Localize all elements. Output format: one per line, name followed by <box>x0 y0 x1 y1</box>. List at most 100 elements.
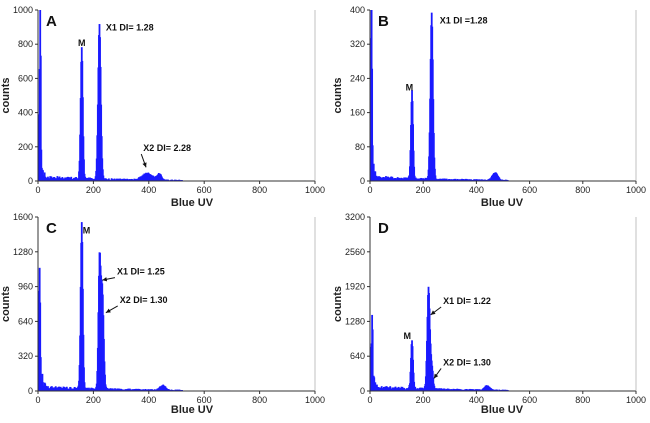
histogram-bar <box>414 177 417 181</box>
x-axis-label: Blue UV <box>481 197 524 209</box>
histogram-bar <box>436 388 438 391</box>
histogram-bar <box>181 389 183 391</box>
annotation-arrowhead <box>430 310 436 315</box>
y-tick-label: 0 <box>28 176 33 186</box>
x-axis-label: Blue UV <box>171 197 214 209</box>
annotation-label: X1 DI= 1.25 <box>117 267 165 277</box>
y-tick-label: 240 <box>350 73 365 83</box>
panel-letter: D <box>378 220 389 237</box>
x-tick-label: 200 <box>86 185 101 195</box>
x-tick-label: 400 <box>141 395 156 405</box>
x-tick-label: 800 <box>252 395 267 405</box>
panel-d: 0 640 1280 1920 2560 3200 0 200 400 600 800 1000 Blu… <box>332 212 646 416</box>
y-tick-label: 960 <box>18 282 33 292</box>
histogram-bar <box>88 387 90 391</box>
histogram-bar <box>129 388 131 391</box>
x-tick-label: 0 <box>35 395 40 405</box>
histogram-bar <box>433 385 436 391</box>
histogram-bar <box>412 372 415 391</box>
histogram-bar <box>39 357 42 391</box>
x-tick-label: 0 <box>35 185 40 195</box>
histogram-bar <box>414 386 417 391</box>
histogram-bars <box>369 286 630 391</box>
histogram-bar <box>449 179 452 181</box>
histogram-bar <box>86 177 89 181</box>
histogram-bar <box>504 389 507 391</box>
histogram-bar <box>84 387 86 391</box>
y-axis-label: counts <box>332 77 344 113</box>
x-tick-label: 600 <box>197 185 212 195</box>
histogram-bar <box>85 177 88 181</box>
histogram-bar <box>478 389 480 391</box>
x-tick-label: 400 <box>469 185 484 195</box>
y-tick-label: 640 <box>18 316 33 326</box>
annotation-label: X2 DI= 2.28 <box>143 143 191 153</box>
annotation-label: X1 DI= 1.28 <box>106 23 154 33</box>
x-tick-label: 600 <box>197 395 212 405</box>
histogram-bar <box>39 55 42 181</box>
y-tick-label: 200 <box>18 142 33 152</box>
y-tick-label: 600 <box>18 73 33 83</box>
histogram-bar <box>440 388 443 391</box>
y-tick-label: 800 <box>18 39 33 49</box>
histogram-bar <box>82 136 85 181</box>
panel-c: 0 320 640 960 1280 1600 0 200 400 600 800 1000 Blue … <box>0 212 325 416</box>
annotation-label: X1 DI= 1.22 <box>443 296 491 306</box>
histogram-bar <box>464 178 467 181</box>
histogram-bar <box>453 178 456 181</box>
histogram-bar <box>83 382 86 391</box>
histogram-bar <box>406 177 409 181</box>
histogram-bar <box>44 383 47 391</box>
y-tick-label: 640 <box>350 351 365 361</box>
histogram-bar <box>500 389 503 391</box>
histogram-bar <box>387 176 389 181</box>
y-tick-label: 1920 <box>345 282 365 292</box>
histogram-bar <box>434 175 437 181</box>
histogram-bar <box>47 386 49 391</box>
histogram-bar <box>372 163 375 181</box>
y-tick-label: 1600 <box>13 212 33 222</box>
histogram-bar <box>91 178 94 181</box>
x-tick-label: 400 <box>141 185 156 195</box>
histogram-bar <box>108 178 110 181</box>
histogram-bar <box>371 145 374 181</box>
histogram-bar <box>151 389 154 391</box>
histogram-bar <box>64 177 67 181</box>
histogram-bar <box>53 177 56 181</box>
histogram-bar <box>464 389 467 391</box>
annotation-label: X2 DI= 1.30 <box>443 357 491 367</box>
panel-letter: C <box>46 220 57 237</box>
x-tick-label: 800 <box>575 395 590 405</box>
x-tick-label: 200 <box>416 185 431 195</box>
histogram-bars <box>37 10 306 182</box>
histogram-bar <box>117 388 120 391</box>
histogram-bar <box>456 388 459 391</box>
histogram-bar <box>389 386 392 391</box>
histogram-bar <box>55 387 58 391</box>
y-tick-label: 0 <box>360 386 365 396</box>
histogram-bar <box>69 387 72 391</box>
histogram-bar <box>70 176 73 181</box>
annotation-arrowhead <box>433 373 439 379</box>
histogram-bar <box>380 386 383 391</box>
histogram-bar <box>133 389 136 391</box>
x-tick-label: 200 <box>86 395 101 405</box>
histogram-bar <box>496 389 499 391</box>
x-tick-label: 600 <box>522 395 537 405</box>
annotation-label: M <box>83 225 91 235</box>
histogram-bar <box>394 386 397 391</box>
y-tick-label: 320 <box>18 351 33 361</box>
annotation-label: M <box>403 331 411 341</box>
x-tick-label: 200 <box>416 395 431 405</box>
histogram-bar <box>416 388 419 391</box>
x-tick-label: 0 <box>367 395 372 405</box>
x-tick-label: 1000 <box>305 185 325 195</box>
histogram-bar <box>50 386 53 391</box>
histogram-bar <box>443 388 446 391</box>
histogram-bar <box>83 159 85 181</box>
histogram-bar <box>49 176 52 181</box>
annotation-label: M <box>406 82 414 92</box>
histogram-bar <box>413 166 416 181</box>
histogram-bar <box>40 149 43 181</box>
